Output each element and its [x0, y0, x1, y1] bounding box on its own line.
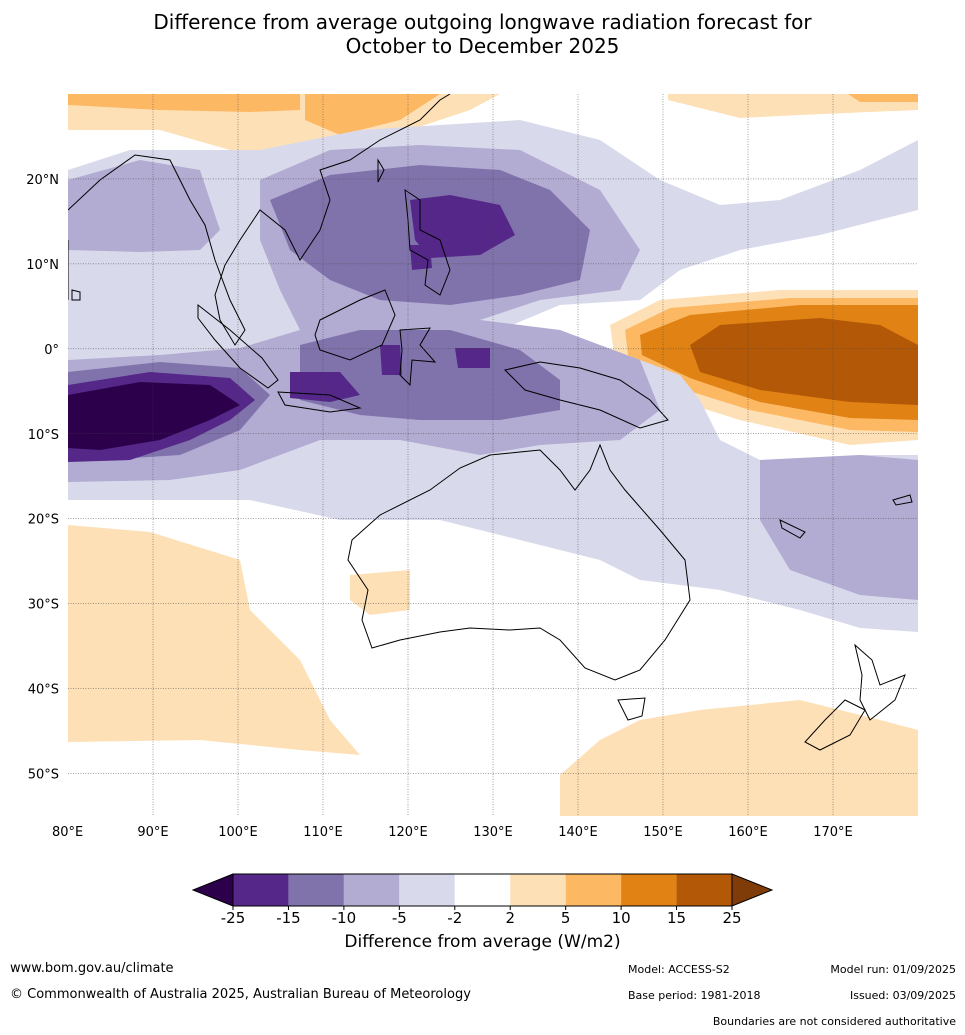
colorbar-bin: [510, 874, 566, 906]
colorbar-bin: [288, 874, 344, 906]
colorbar-over-arrow: [731, 873, 774, 907]
colorbar-under-arrow: [191, 873, 234, 907]
lat-tick-label: 20°S: [28, 513, 59, 528]
new-guinea-outline: [504, 361, 669, 429]
issued-text: Issued: 03/09/2025: [849, 989, 956, 1002]
colorbar-tick-label: -2: [447, 909, 462, 927]
title-line-1: Difference from average outgoing longwav…: [153, 10, 812, 34]
sri-lanka-outline: [71, 289, 81, 301]
lat-tick-label: 20°N: [26, 173, 59, 188]
base-period-text: Base period: 1981-2018: [628, 989, 761, 1002]
colorbar-tick-label: 25: [722, 909, 741, 927]
colorbar-bin: [565, 874, 622, 906]
new-caledonia-outline: [779, 519, 806, 539]
colorbar-label: Difference from average (W/m2): [344, 932, 621, 952]
colorbar-bin: [399, 874, 455, 906]
lat-tick-label: 10°N: [26, 258, 59, 273]
website-text: www.bom.gov.au/climate: [10, 961, 174, 976]
colorbar-bin: [676, 874, 732, 906]
land-outlines: [68, 94, 913, 751]
colorbar-tick-label: -15: [276, 909, 301, 927]
title-line-2: October to December 2025: [345, 34, 620, 58]
copyright-text: © Commonwealth of Australia 2025, Austra…: [10, 987, 471, 1002]
map-gridlines: [68, 94, 918, 816]
sumatra-outline: [197, 303, 279, 389]
colorbar-bin: [233, 874, 289, 906]
lon-tick-label: 110°E: [303, 825, 343, 840]
colorbar-tick-label: 10: [612, 909, 631, 927]
lon-tick-labels: 80°E 90°E 100°E 110°E 120°E 130°E 140°E 150°E 16…: [52, 825, 853, 840]
asia-mainland-outline: [68, 94, 451, 346]
sulawesi-outline: [399, 327, 437, 387]
colorbar-tick-label: -5: [392, 909, 407, 927]
colorbar-tick-label: -25: [221, 909, 246, 927]
model-text: Model: ACCESS-S2: [628, 963, 730, 976]
lat-tick-label: 0°: [44, 343, 59, 358]
colorbar-tick-label: 2: [505, 909, 515, 927]
lon-tick-label: 160°E: [728, 825, 768, 840]
lat-tick-label: 10°S: [28, 428, 59, 443]
negative-anomaly-shading: [68, 120, 918, 632]
lon-tick-label: 80°E: [52, 825, 83, 840]
lon-tick-label: 120°E: [388, 825, 428, 840]
lon-tick-label: 100°E: [218, 825, 258, 840]
colorbar-tick-label: 5: [561, 909, 571, 927]
tasmania-outline: [617, 697, 646, 721]
lon-tick-label: 130°E: [473, 825, 513, 840]
new-zealand-south-outline: [804, 699, 866, 751]
map-panel: [68, 94, 918, 816]
map-title: Difference from average outgoing longwav…: [0, 10, 965, 58]
taiwan-outline: [377, 158, 385, 183]
lon-tick-label: 90°E: [137, 825, 168, 840]
lat-tick-label: 30°S: [28, 598, 59, 613]
colorbar-frame: [232, 873, 733, 907]
lon-tick-label: 140°E: [558, 825, 598, 840]
borneo-outline: [314, 289, 396, 361]
australia-outline: [347, 443, 691, 681]
lat-tick-label: 40°S: [28, 683, 59, 698]
disclaimer-text: Boundaries are not considered authoritat…: [712, 1015, 956, 1028]
lat-tick-labels: 20°N 10°N 0° 10°S 20°S 30°S 40°S 50°S: [26, 173, 59, 783]
model-run-text: Model run: 01/09/2025: [830, 963, 956, 976]
philippines-outline: [404, 188, 451, 296]
colorbar-bin: [343, 874, 400, 906]
fiji-outline: [892, 494, 913, 506]
lat-tick-label: 50°S: [28, 768, 59, 783]
colorbar-tick-label: 15: [667, 909, 686, 927]
colorbar-bin: [621, 874, 677, 906]
java-outline: [277, 391, 362, 413]
lon-tick-label: 150°E: [643, 825, 683, 840]
colorbar: -25 -15 -10 -5 -2 2 5 10 15 25: [191, 873, 774, 927]
lon-tick-label: 170°E: [813, 825, 853, 840]
new-zealand-north-outline: [854, 643, 906, 721]
colorbar-tick-label: -10: [332, 909, 357, 927]
colorbar-bin: [454, 874, 511, 906]
